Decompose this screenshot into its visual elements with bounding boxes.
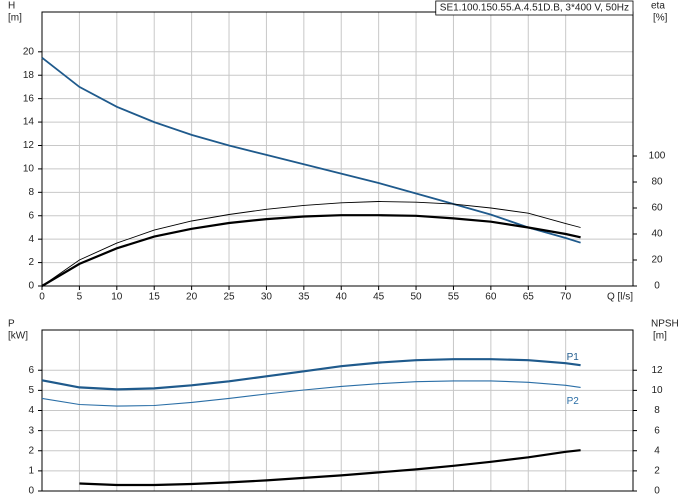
y-axis-unit: [kW]	[8, 331, 28, 342]
y-tick-label: 20	[23, 46, 35, 57]
y-axis-label: H	[8, 1, 15, 12]
x-tick-label: 5	[77, 292, 83, 303]
y2-tick-label: 8	[654, 405, 660, 416]
x-tick-label: 60	[485, 292, 497, 303]
y2-axis-label: NPSH	[651, 319, 679, 330]
y-tick-label: 5	[28, 385, 34, 396]
y-tick-label: 4	[28, 405, 34, 416]
x-tick-label: 50	[410, 292, 422, 303]
curve	[79, 449, 581, 487]
x-tick-label: 45	[373, 292, 385, 303]
y-tick-label: 6	[28, 365, 34, 376]
x-tick-label: 30	[261, 292, 273, 303]
y2-tick-label: 2	[654, 466, 660, 477]
x-tick-label: 15	[149, 292, 161, 303]
y2-tick-label: 6	[654, 425, 660, 436]
y-tick-label: 0	[28, 486, 34, 497]
x-tick-label: 40	[336, 292, 348, 303]
y2-tick-label: 100	[649, 151, 666, 162]
x-axis-label: Q [l/s]	[607, 292, 633, 303]
y-axis-label: P	[8, 319, 15, 330]
chart-title: SE1.100.150.55.A.4.51D.B, 3*400 V, 50Hz	[440, 3, 629, 14]
y2-tick-label: 0	[654, 486, 660, 497]
y-tick-label: 10	[23, 164, 35, 175]
x-tick-label: 35	[298, 292, 310, 303]
title-box	[435, 0, 634, 16]
y-tick-label: 6	[28, 210, 34, 221]
curve-label: P2	[567, 396, 580, 407]
y-tick-label: 1	[28, 466, 34, 477]
curve	[41, 380, 581, 407]
plot-frame	[41, 11, 634, 287]
y-tick-label: 3	[28, 425, 34, 436]
y-tick-label: 2	[28, 257, 34, 268]
x-tick-label: 55	[448, 292, 460, 303]
y-axis-unit: [m]	[8, 13, 22, 24]
x-tick-label: 10	[111, 292, 123, 303]
y2-tick-label: 80	[651, 177, 663, 188]
y-tick-label: 12	[23, 140, 35, 151]
x-tick-label: 20	[186, 292, 198, 303]
y2-axis-unit: [m]	[653, 331, 667, 342]
y-tick-label: 18	[23, 70, 35, 81]
y-tick-label: 4	[28, 234, 34, 245]
y2-tick-label: 10	[651, 385, 663, 396]
x-tick-label: 25	[223, 292, 235, 303]
curve	[41, 56, 581, 244]
curve-label: P1	[567, 352, 580, 363]
y2-tick-label: 20	[651, 255, 663, 266]
y2-tick-label: 4	[654, 445, 660, 456]
curve	[41, 358, 581, 391]
y2-tick-label: 12	[651, 365, 663, 376]
x-tick-label: 65	[523, 292, 535, 303]
y-tick-label: 14	[23, 117, 35, 128]
x-tick-label: 70	[560, 292, 572, 303]
y-tick-label: 8	[28, 187, 34, 198]
y2-axis-label: eta	[651, 1, 665, 12]
x-tick-label: 0	[39, 292, 45, 303]
y-tick-label: 0	[28, 281, 34, 292]
y2-axis-unit: [%]	[653, 13, 668, 24]
y-tick-label: 2	[28, 445, 34, 456]
y2-tick-label: 0	[654, 281, 660, 292]
curve	[41, 214, 581, 287]
y-tick-label: 16	[23, 93, 35, 104]
curve	[41, 201, 581, 287]
y2-tick-label: 40	[651, 229, 663, 240]
y2-tick-label: 60	[651, 203, 663, 214]
plot-frame	[41, 329, 634, 492]
